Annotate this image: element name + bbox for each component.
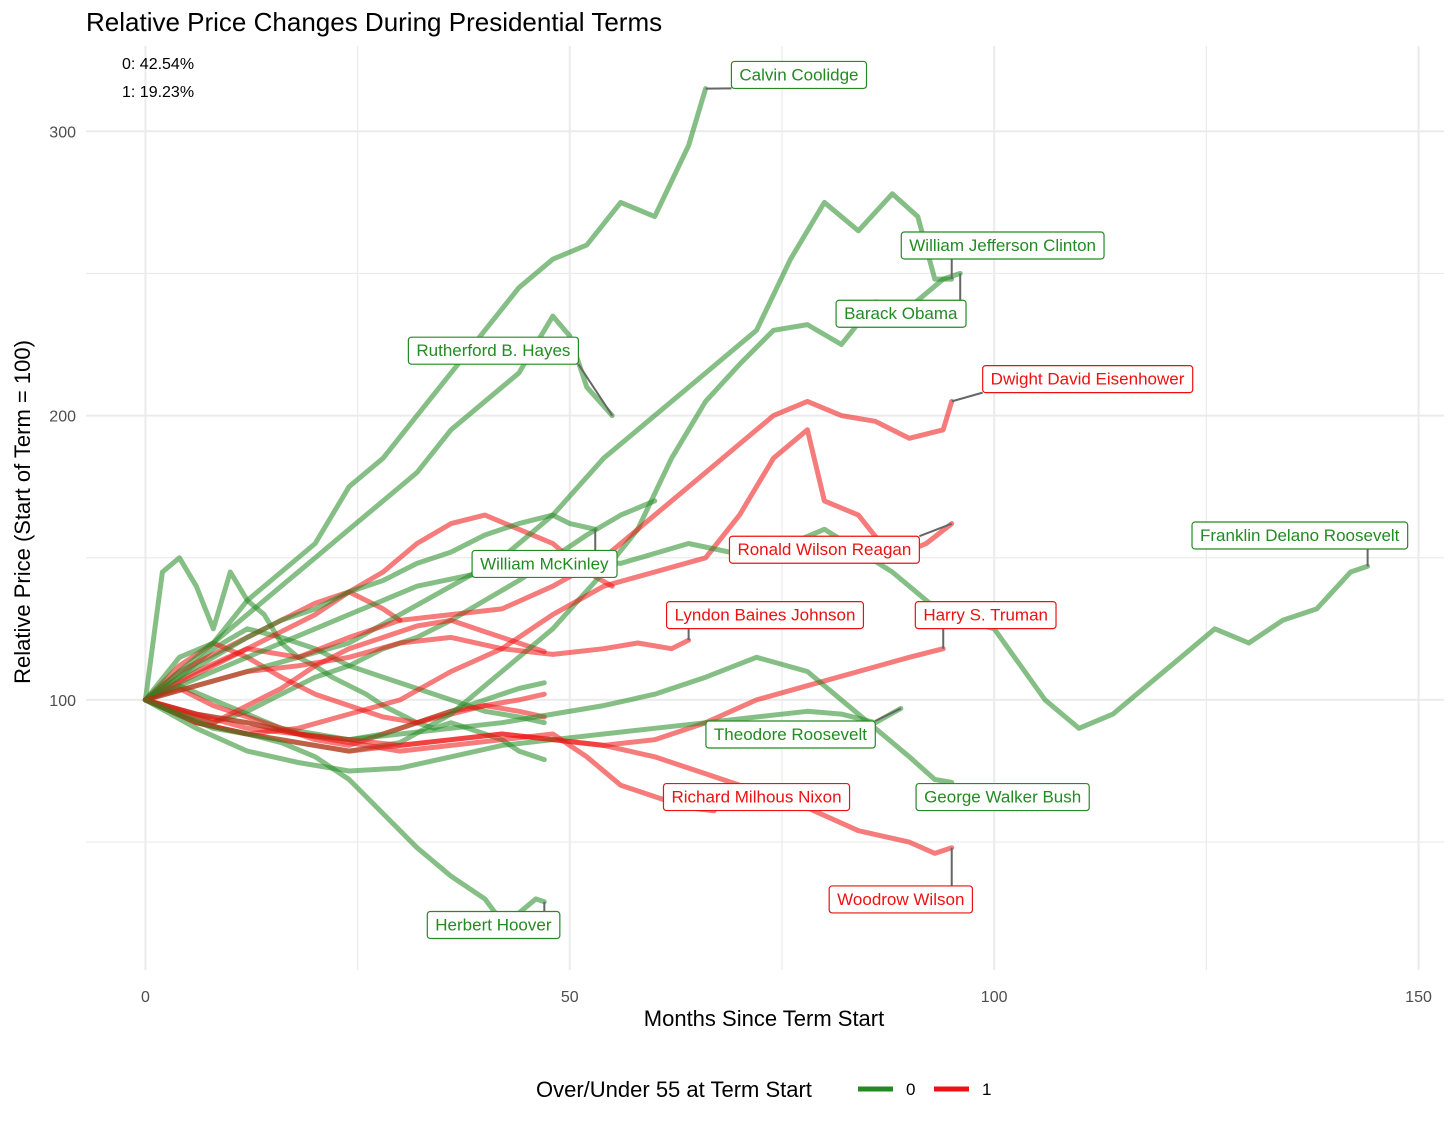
series-label-william-jefferson-clinton: William Jefferson Clinton bbox=[900, 231, 1105, 260]
legend-label-0: 0 bbox=[906, 1080, 915, 1099]
series-label-box bbox=[982, 365, 1194, 394]
series-line-rutherford-b-hayes bbox=[142, 313, 615, 703]
y-tick-label: 300 bbox=[49, 124, 76, 141]
series-label-harry-s-truman: Harry S. Truman bbox=[914, 601, 1057, 630]
series-label-text: Theodore Roosevelt bbox=[714, 725, 867, 744]
series-line-lyndon-baines-johnson bbox=[142, 634, 692, 703]
series-label-calvin-coolidge: Calvin Coolidge bbox=[730, 60, 868, 90]
label-connector bbox=[874, 707, 902, 722]
series-line-richard-milhous-nixon bbox=[142, 697, 717, 814]
series-label-text: George Walker Bush bbox=[924, 788, 1081, 807]
x-tick-label: 0 bbox=[141, 989, 150, 1006]
series-label-text: Richard Milhous Nixon bbox=[671, 788, 841, 807]
annotation-group-0: 0: 42.54% bbox=[122, 56, 194, 73]
series-label-herbert-hoover: Herbert Hoover bbox=[426, 910, 561, 940]
series-label-text: William Jefferson Clinton bbox=[909, 236, 1096, 255]
series-label-box bbox=[471, 549, 618, 579]
series-label-box bbox=[426, 910, 561, 940]
series-label-franklin-delano-roosevelt: Franklin Delano Roosevelt bbox=[1191, 521, 1409, 550]
series-label-box bbox=[828, 885, 974, 914]
series-label-text: Lyndon Baines Johnson bbox=[675, 606, 856, 625]
y-tick-label: 100 bbox=[49, 693, 76, 710]
series-label-box bbox=[1191, 521, 1409, 550]
series-label-box bbox=[900, 231, 1105, 260]
label-connector bbox=[951, 391, 983, 403]
series-label-lyndon-baines-johnson: Lyndon Baines Johnson bbox=[665, 601, 865, 630]
series-label-rutherford-b-hayes: Rutherford B. Hayes bbox=[407, 336, 580, 365]
series-label-george-walker-bush: George Walker Bush bbox=[915, 782, 1090, 812]
series-label-william-mckinley: William McKinley bbox=[471, 549, 618, 579]
series-label-text: Rutherford B. Hayes bbox=[416, 341, 570, 360]
chart-title: Relative Price Changes During Presidenti… bbox=[86, 7, 662, 37]
legend: Over/Under 55 at Term Start 0 1 bbox=[536, 1077, 991, 1102]
series-layer bbox=[142, 86, 1371, 925]
axis-ticks: 0 50 100 150 100 200 300 bbox=[49, 124, 1432, 1006]
series-label-box bbox=[407, 336, 580, 365]
series-label-ronald-wilson-reagan: Ronald Wilson Reagan bbox=[728, 535, 920, 564]
series-line-calvin-coolidge bbox=[142, 86, 709, 703]
series-label-box bbox=[662, 782, 851, 812]
series-label-box bbox=[835, 299, 967, 328]
legend-label-1: 1 bbox=[982, 1080, 991, 1099]
series-label-barack-obama: Barack Obama bbox=[835, 299, 967, 328]
series-label-theodore-roosevelt: Theodore Roosevelt bbox=[705, 720, 876, 749]
x-tick-label: 100 bbox=[981, 989, 1008, 1006]
series-line-ronald-wilson-reagan bbox=[142, 427, 955, 737]
series-label-richard-milhous-nixon: Richard Milhous Nixon bbox=[662, 782, 851, 812]
annotation-group-1: 1: 19.23% bbox=[122, 84, 194, 101]
series-label-box bbox=[705, 720, 876, 749]
label-connector bbox=[577, 363, 614, 417]
series-label-text: Herbert Hoover bbox=[435, 916, 552, 935]
series-label-text: Woodrow Wilson bbox=[837, 890, 964, 909]
series-line-woodrow-wilson bbox=[142, 697, 955, 856]
series-label-text: Harry S. Truman bbox=[923, 606, 1048, 625]
series-label-box bbox=[728, 535, 920, 564]
x-tick-label: 150 bbox=[1405, 989, 1432, 1006]
series-label-woodrow-wilson: Woodrow Wilson bbox=[828, 885, 974, 914]
series-label-box bbox=[665, 601, 865, 630]
y-axis-title: Relative Price (Start of Term = 100) bbox=[10, 340, 35, 684]
x-tick-label: 50 bbox=[561, 989, 579, 1006]
series-line-dwight-david-eisenhower bbox=[142, 398, 955, 703]
series-label-text: Ronald Wilson Reagan bbox=[737, 540, 911, 559]
label-connectors bbox=[543, 87, 1369, 912]
series-label-box bbox=[915, 782, 1090, 812]
series-label-text: Franklin Delano Roosevelt bbox=[1200, 526, 1400, 545]
label-connector bbox=[918, 522, 953, 538]
series-label-text: William McKinley bbox=[480, 554, 609, 573]
x-axis-title: Months Since Term Start bbox=[644, 1006, 884, 1031]
series-line bbox=[142, 617, 547, 726]
series-line bbox=[142, 686, 547, 748]
y-tick-label: 200 bbox=[49, 409, 76, 426]
series-labels: Calvin Coolidge William Jefferson Clinton… bbox=[407, 60, 1409, 940]
series-label-text: Dwight David Eisenhower bbox=[991, 370, 1185, 389]
series-line-william-mckinley bbox=[142, 512, 598, 703]
series-label-text: Barack Obama bbox=[844, 304, 958, 323]
series-label-dwight-david-eisenhower: Dwight David Eisenhower bbox=[982, 365, 1194, 394]
legend-title: Over/Under 55 at Term Start bbox=[536, 1077, 812, 1102]
series-label-box bbox=[914, 601, 1057, 630]
series-label-box bbox=[730, 60, 868, 90]
series-label-text: Calvin Coolidge bbox=[739, 65, 858, 84]
